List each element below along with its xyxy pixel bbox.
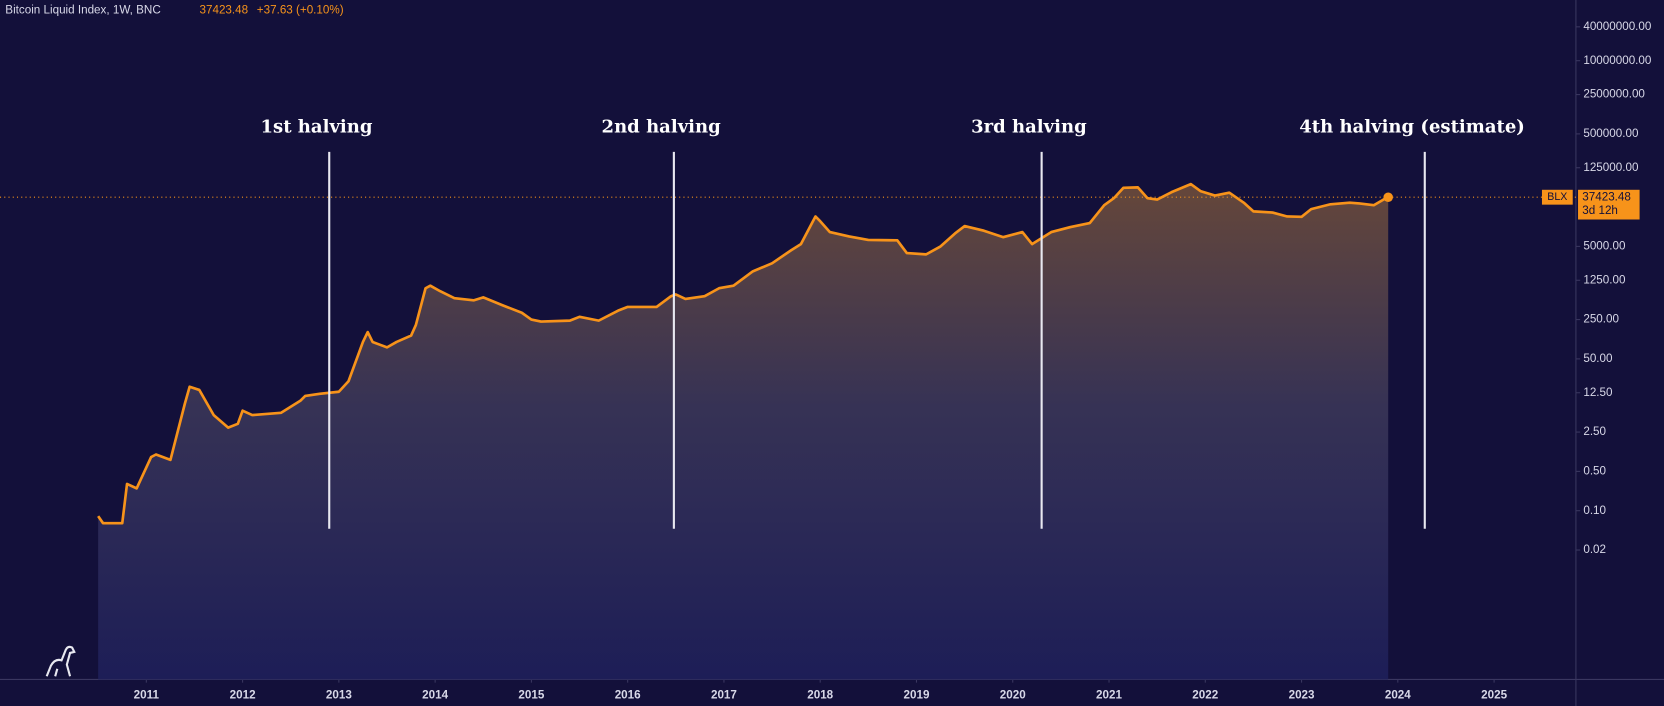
y-tick-label: 12.50 — [1583, 386, 1613, 399]
y-tick-label: 0.50 — [1583, 464, 1606, 477]
y-tick-label: 40000000.00 — [1583, 20, 1652, 33]
y-tick-label: 250.00 — [1583, 313, 1619, 326]
x-tick-label: 2025 — [1481, 688, 1507, 701]
tag-price-box — [1578, 189, 1640, 220]
tag-countdown: 3d 12h — [1582, 204, 1618, 217]
tag-name-box — [1541, 189, 1573, 205]
y-tick-label: 500000.00 — [1583, 127, 1639, 140]
halving-label: 3rd halving — [971, 116, 1087, 137]
halving-label: 1st halving — [261, 116, 373, 137]
tag-price: 37423.48 — [1582, 190, 1631, 203]
y-tick-label: 2.50 — [1583, 425, 1606, 438]
y-tick-label: 1250.00 — [1583, 273, 1626, 286]
y-tick-label: 0.02 — [1583, 543, 1606, 556]
halving-label: 4th halving (estimate) — [1299, 116, 1525, 137]
line — [97, 182, 1389, 525]
x-tick-label: 2012 — [230, 688, 256, 701]
last-point — [1383, 192, 1393, 202]
x-tick-label: 2023 — [1289, 688, 1315, 701]
header-change: +37.63 (+0.10%) — [257, 4, 344, 17]
x-tick-label: 2016 — [615, 688, 641, 701]
x-tick-label: 2024 — [1385, 688, 1411, 701]
x-tick-label: 2013 — [326, 688, 352, 701]
y-tick-label: 125000.00 — [1583, 161, 1639, 174]
x-tick-label: 2019 — [904, 688, 930, 701]
halving-label: 2nd halving — [602, 116, 722, 137]
x-tick-label: 2014 — [422, 688, 448, 701]
header-price: 37423.48 — [200, 4, 249, 17]
y-tick-label: 0.10 — [1583, 504, 1606, 517]
x-tick-label: 2018 — [807, 688, 833, 701]
y-tick-label: 50.00 — [1583, 352, 1613, 365]
x-tick-label: 2022 — [1192, 688, 1218, 701]
x-tick-label: 2020 — [1000, 688, 1026, 701]
x-tick-label: 2021 — [1096, 688, 1122, 701]
x-tick-label: 2011 — [134, 688, 160, 701]
y-tick-label: 2500000.00 — [1583, 88, 1645, 101]
y-tick-label: 5000.00 — [1583, 239, 1626, 252]
x-tick-label: 2015 — [518, 688, 544, 701]
chart-title: Bitcoin Liquid Index, 1W, BNC — [5, 4, 160, 17]
logo — [45, 645, 76, 677]
y-tick-label: 10000000.00 — [1583, 54, 1652, 67]
tag-name: BLX — [1547, 191, 1567, 203]
x-tick-label: 2017 — [711, 688, 737, 701]
